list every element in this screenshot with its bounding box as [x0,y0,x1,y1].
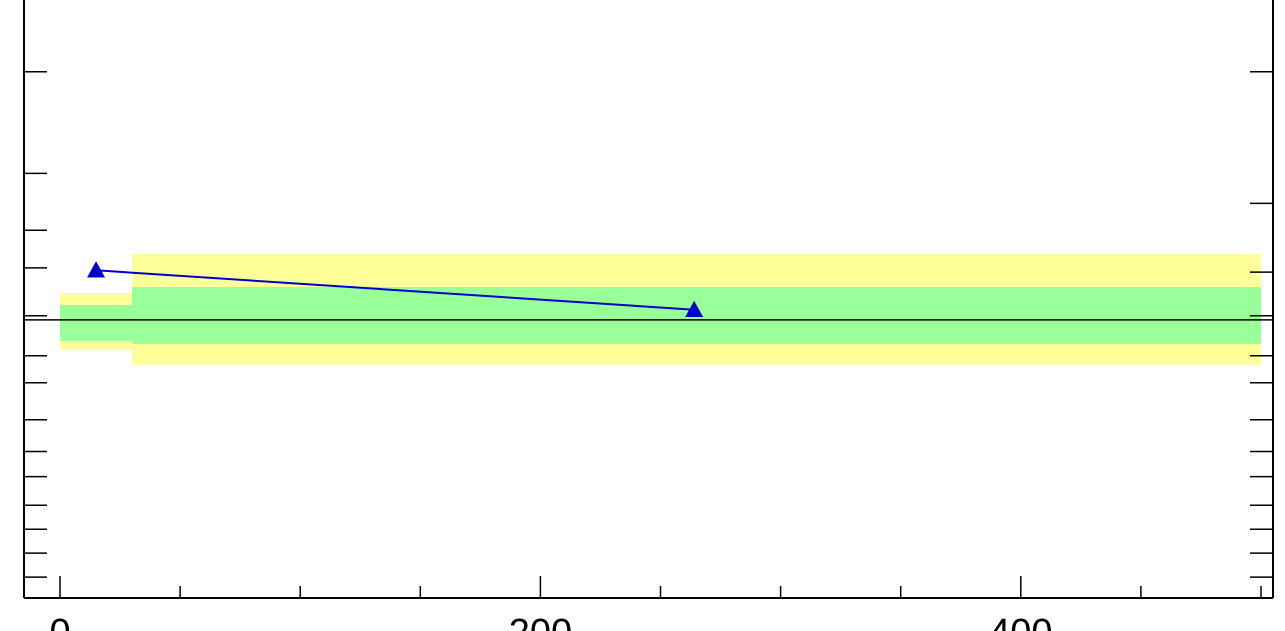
series-layer [87,261,704,317]
band-layer [60,254,1261,365]
tick-label-layer: 0 200 400 [49,612,1052,631]
tick-layer [24,71,1273,599]
x-tick-label-2: 400 [989,612,1052,631]
data-point-0-1 [685,300,704,317]
series-line-0 [95,269,695,311]
axes [23,0,1274,599]
x-tick-label-0: 0 [49,612,70,631]
data-point-0-0 [87,261,106,278]
x-tick-label-1: 200 [509,612,572,631]
band-inner-segment-0 [60,304,133,341]
